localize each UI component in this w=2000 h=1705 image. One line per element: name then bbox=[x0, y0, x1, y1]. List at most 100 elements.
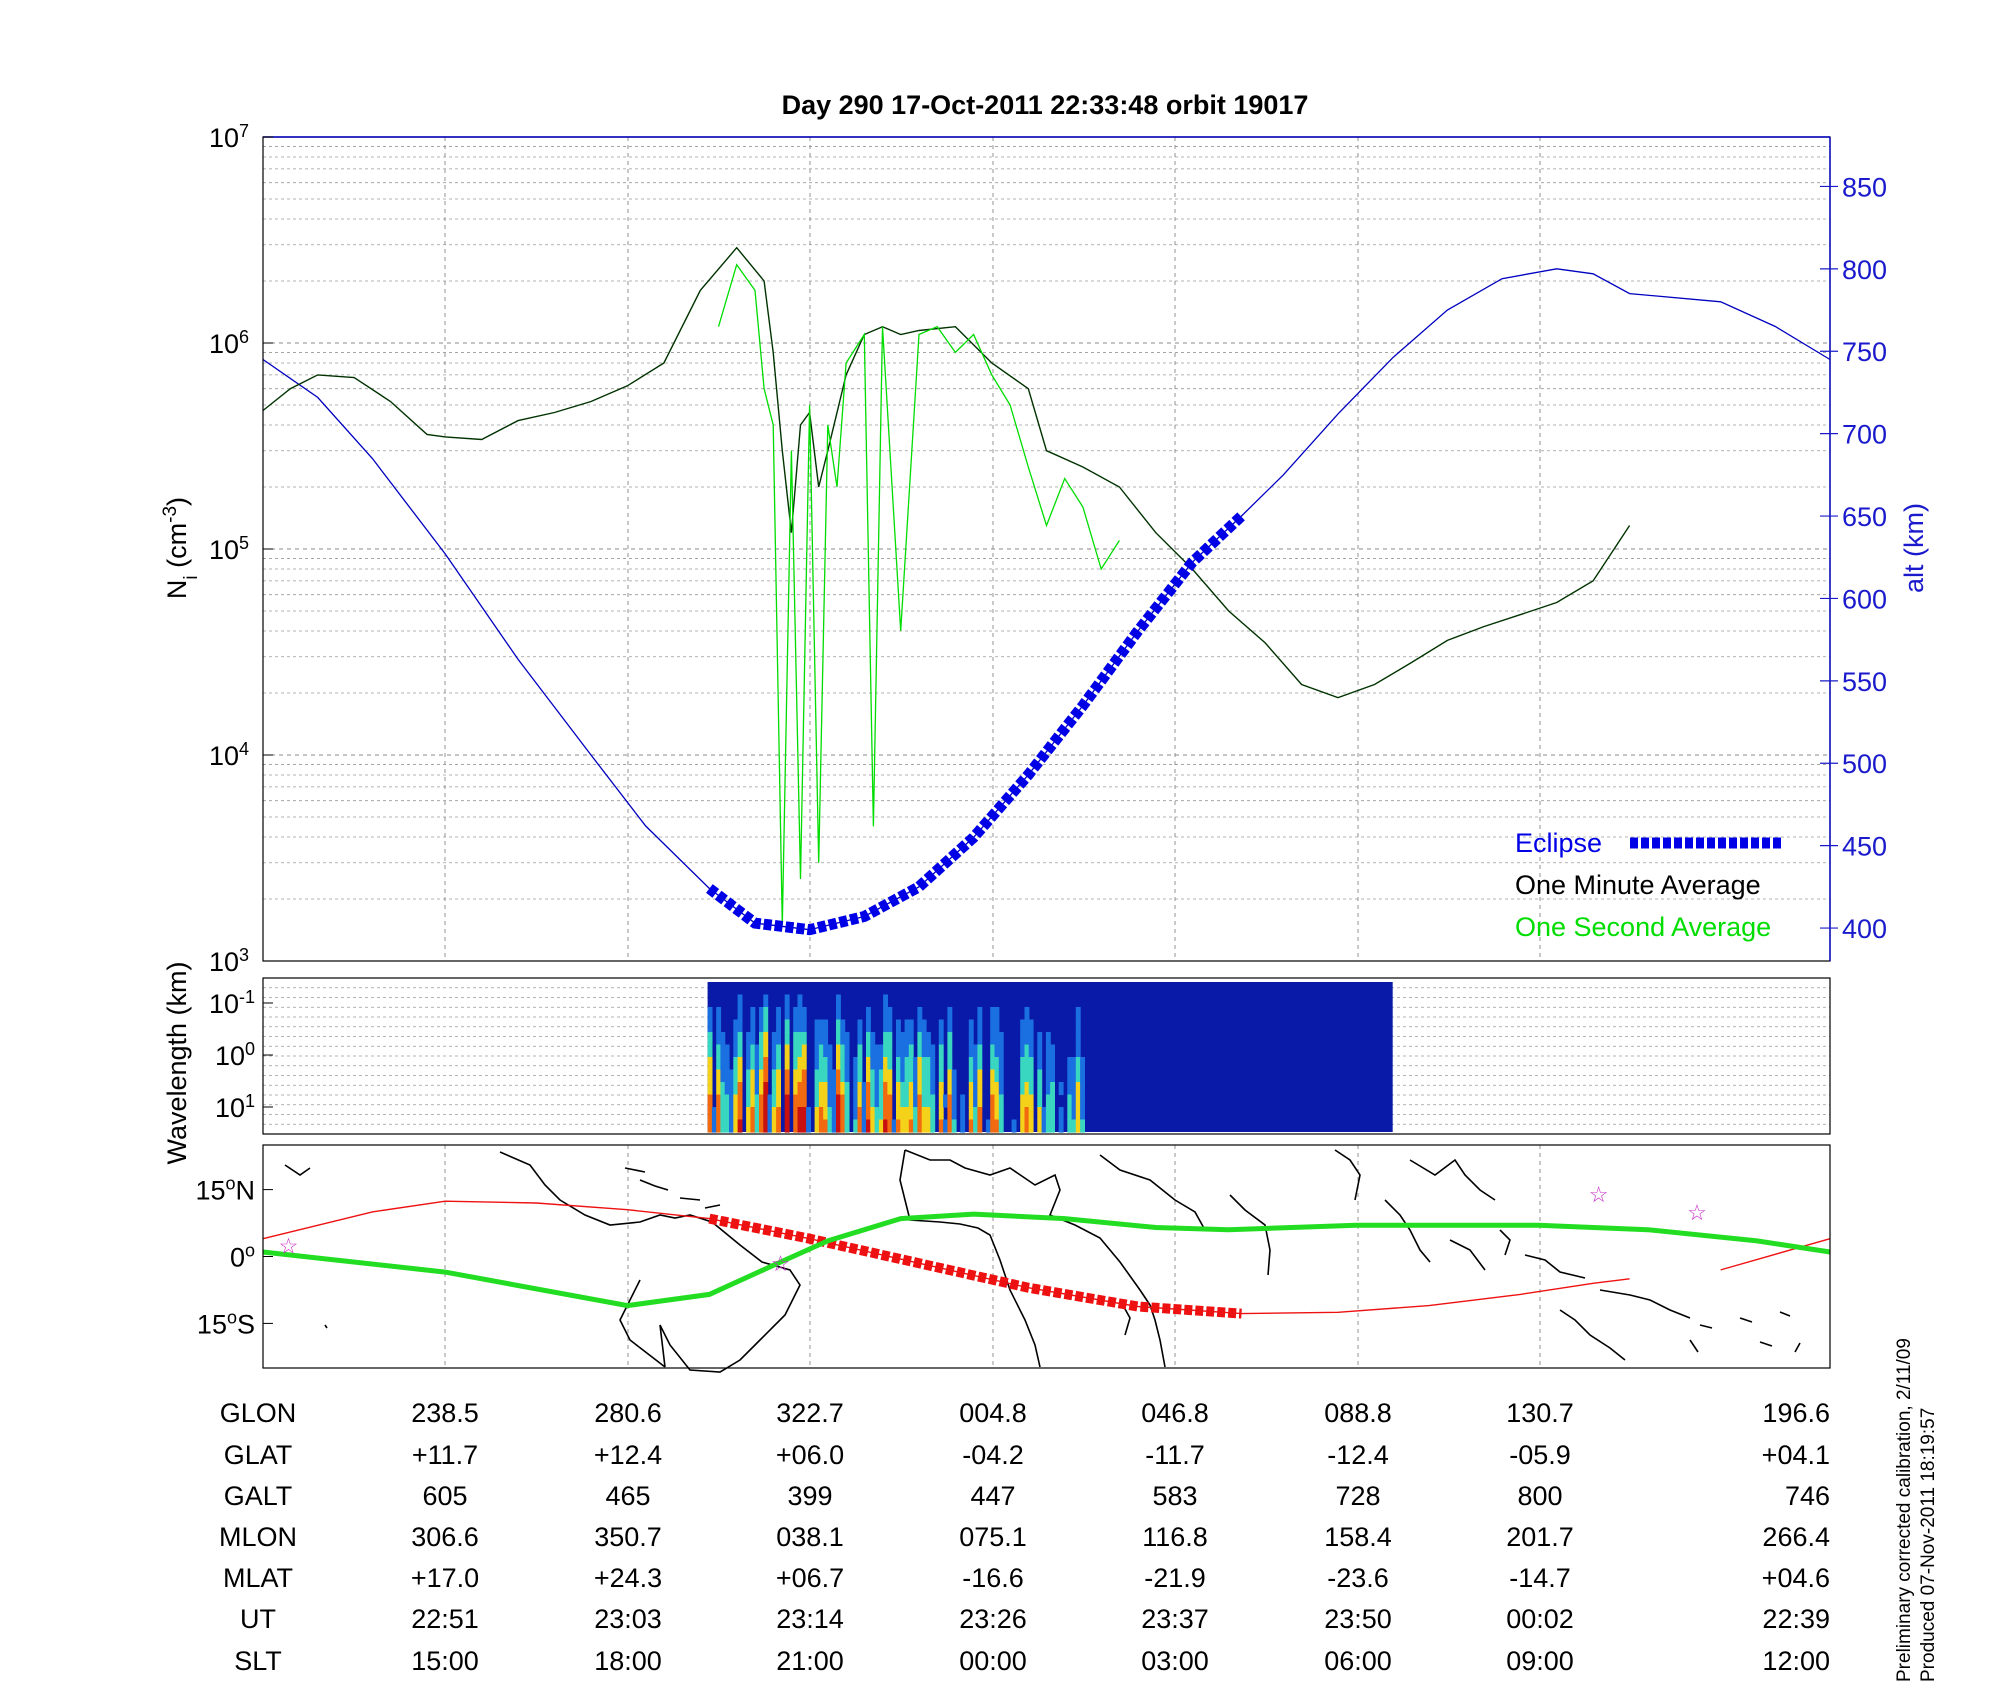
table-cell: 201.7 bbox=[1506, 1522, 1574, 1552]
spectrogram-cell bbox=[729, 1082, 734, 1096]
spectrogram-cell bbox=[883, 1032, 888, 1046]
spectrogram-cell bbox=[1028, 1082, 1034, 1096]
table-cell: 21:00 bbox=[776, 1646, 844, 1676]
spectrogram-cell bbox=[887, 1032, 893, 1046]
spectrogram-cell bbox=[990, 1044, 996, 1058]
spectrogram-cell bbox=[814, 1044, 820, 1058]
spectrogram-cell bbox=[720, 1044, 726, 1058]
spectrogram-cell bbox=[874, 1094, 880, 1108]
spectrogram-cell bbox=[759, 1007, 764, 1021]
spectrogram-cell bbox=[857, 1107, 863, 1121]
spectrogram-cell bbox=[797, 1032, 803, 1046]
spectrogram-cell bbox=[921, 1107, 927, 1121]
spectrogram-cell bbox=[801, 1007, 807, 1021]
spectrogram-cell bbox=[1028, 1094, 1034, 1108]
spectrogram-cell bbox=[797, 1119, 803, 1133]
spectrogram-cell bbox=[763, 994, 769, 1008]
spectrogram-cell bbox=[1058, 1082, 1064, 1096]
spectrogram-cell bbox=[1020, 1082, 1026, 1096]
altitude-tick-label: 850 bbox=[1842, 172, 1887, 202]
spectrogram-cell bbox=[750, 1044, 756, 1058]
spectrogram-cell bbox=[729, 1107, 734, 1121]
spectrogram-cell bbox=[737, 1044, 743, 1058]
spectrogram-cell bbox=[763, 1069, 769, 1083]
spectrogram-cell bbox=[784, 1044, 790, 1058]
spectrogram-cell bbox=[908, 1019, 914, 1033]
spectrogram-cell bbox=[776, 1082, 781, 1096]
spectrogram-cell bbox=[908, 1057, 914, 1071]
tick-exponent: 3 bbox=[239, 945, 249, 965]
spectrogram-cell bbox=[926, 1082, 931, 1096]
spectrogram-cell bbox=[733, 1044, 739, 1058]
spectrogram-cell bbox=[990, 1069, 996, 1083]
spectrogram-cell bbox=[818, 1057, 824, 1071]
density-tick-label: 105 bbox=[209, 533, 249, 565]
spectrogram-cell bbox=[750, 1069, 756, 1083]
spectrogram-cell bbox=[733, 1094, 739, 1108]
spectrogram-cell bbox=[973, 1107, 978, 1121]
spectrogram-cell bbox=[908, 1069, 914, 1083]
spectrogram-cell bbox=[831, 1094, 837, 1108]
spectrogram-cell bbox=[853, 1094, 859, 1108]
spectrogram-cell bbox=[930, 1069, 936, 1083]
altitude-y-ticks: 400 450 500 550 600 650 700 750 800 850 bbox=[1820, 172, 1887, 944]
spectrogram-cell bbox=[767, 1119, 773, 1133]
spectrogram-cell bbox=[754, 1094, 760, 1108]
altitude-tick-label: 500 bbox=[1842, 749, 1887, 779]
spectrogram-cell bbox=[930, 1082, 936, 1096]
spectrogram-cell bbox=[844, 1082, 850, 1096]
spectrogram-cell bbox=[883, 1044, 888, 1058]
spectrogram-cell bbox=[900, 1119, 906, 1133]
spectrogram-cell bbox=[896, 1069, 901, 1083]
spectrogram-cell bbox=[883, 1057, 888, 1071]
spectrogram-cell bbox=[938, 1094, 944, 1108]
table-cell: 280.6 bbox=[594, 1398, 662, 1428]
table-cell: 238.5 bbox=[411, 1398, 479, 1428]
spectrogram-cell bbox=[831, 1119, 837, 1133]
spectrogram-cell bbox=[930, 1094, 936, 1108]
orbit-parameter-table: GLON 238.5 280.6 322.7 004.8 046.8 088.8 130.7 1… bbox=[219, 1398, 1830, 1676]
spectrogram-cell bbox=[1024, 1107, 1030, 1121]
spectrogram-cell bbox=[921, 1094, 927, 1108]
table-cell: 447 bbox=[970, 1481, 1015, 1511]
table-cell: 15:00 bbox=[411, 1646, 479, 1676]
spectrogram-cell bbox=[973, 1069, 978, 1083]
spectrogram-cell bbox=[866, 1007, 871, 1021]
spectrogram-cell bbox=[951, 1107, 957, 1121]
spectrogram-cell bbox=[797, 1082, 803, 1096]
tick-exponent: 6 bbox=[239, 327, 249, 347]
spectrogram-cell bbox=[990, 1082, 996, 1096]
spectrogram-cell bbox=[1037, 1069, 1043, 1083]
spectrogram-cell bbox=[797, 994, 803, 1008]
spectrogram-cell bbox=[857, 1019, 863, 1033]
spectrogram-cell bbox=[1024, 1119, 1030, 1133]
spectrogram-cell bbox=[1024, 1019, 1030, 1033]
tick-hemisphere: S bbox=[237, 1309, 255, 1339]
spectrogram-cell bbox=[840, 1044, 846, 1058]
table-row-label: MLAT bbox=[223, 1563, 293, 1593]
spectrogram-cell bbox=[840, 1119, 846, 1133]
spectrogram-cell bbox=[896, 1019, 901, 1033]
spectrogram-cell bbox=[1024, 1094, 1030, 1108]
spectrogram-cell bbox=[1058, 1107, 1064, 1121]
spectrogram-cell bbox=[716, 1094, 722, 1108]
spectrogram-cell bbox=[1045, 1119, 1051, 1133]
spectrogram-cell bbox=[908, 1082, 914, 1096]
spectrogram-cell bbox=[883, 1107, 888, 1121]
spectrogram-cell bbox=[818, 1044, 824, 1058]
spectrogram-cell bbox=[716, 1057, 722, 1071]
spectrogram-cell bbox=[887, 1094, 893, 1108]
spectrogram-cell bbox=[831, 1069, 837, 1083]
spectrogram-cell bbox=[887, 1057, 893, 1071]
spectrogram-cell bbox=[866, 1069, 871, 1083]
spectrogram-tick-label: 101 bbox=[215, 1091, 255, 1123]
spectrogram-cell bbox=[1075, 1007, 1081, 1021]
spectrogram-cell bbox=[921, 1032, 927, 1046]
spectrogram-cell bbox=[1020, 1019, 1026, 1033]
spectrogram-cell bbox=[994, 1032, 1000, 1046]
table-cell: 00:02 bbox=[1506, 1604, 1574, 1634]
